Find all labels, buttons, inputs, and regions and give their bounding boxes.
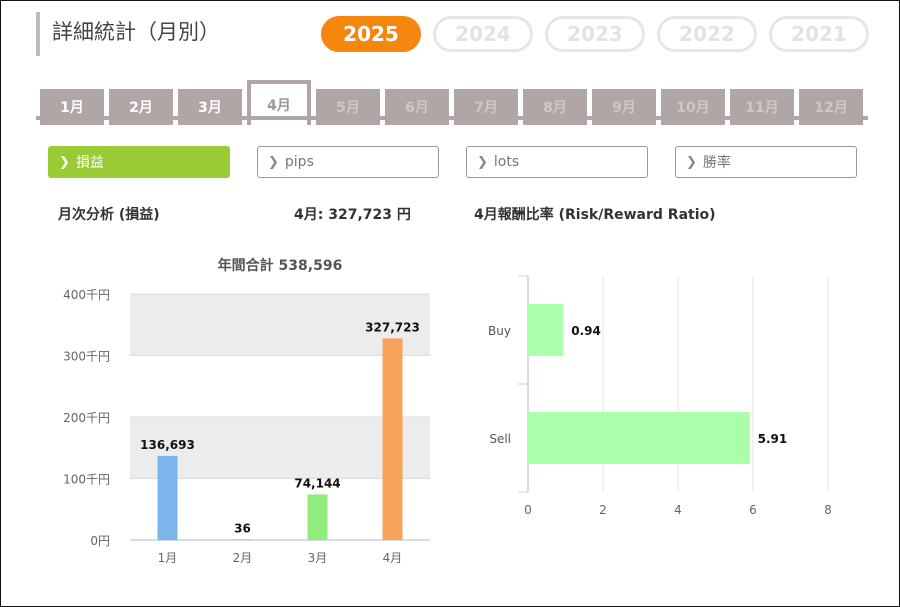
- grid-band: [130, 294, 430, 356]
- year-button-2024[interactable]: 2024: [433, 16, 533, 52]
- bar-value-label: 0.94: [571, 324, 601, 338]
- year-selector: 2025 2024 2023 2022 2021: [321, 16, 869, 52]
- monthly-pnl-chart: 年間合計 538,596 0円 100千円 200千円 300千円 400千円 136,69…: [63, 257, 430, 565]
- chevron-right-icon: ❯: [59, 154, 70, 170]
- bar-value-label: 327,723: [365, 320, 420, 334]
- grid-band: [130, 417, 430, 479]
- page-title: 詳細統計（月別）: [36, 12, 220, 56]
- bar-sell: [528, 412, 750, 464]
- y-tick-label: 400千円: [63, 288, 110, 302]
- month-tabs-divider: [36, 116, 868, 120]
- chevron-right-icon: ❯: [477, 154, 488, 170]
- x-tick-label: 4: [674, 503, 682, 517]
- metric-tab-pips[interactable]: ❯ pips: [257, 146, 439, 178]
- year-button-2021[interactable]: 2021: [769, 16, 869, 52]
- x-tick-label: 0: [524, 503, 532, 517]
- y-tick-label: Buy: [488, 324, 511, 338]
- bar-value-label: 36: [234, 522, 251, 536]
- bar-4: [382, 338, 403, 540]
- bar-value-label: 136,693: [140, 438, 195, 452]
- x-tick-label: 2月: [233, 551, 253, 565]
- bar-2: [232, 539, 253, 540]
- metric-tab-lots[interactable]: ❯ lots: [466, 146, 648, 178]
- month-summary-value: 327,723 円: [328, 207, 411, 223]
- year-button-2023[interactable]: 2023: [545, 16, 645, 52]
- risk-reward-chart: 0 2 4 6 8 0.94 Buy 5.91 Sell: [488, 275, 832, 517]
- bar-value-label: 74,144: [294, 476, 340, 490]
- year-button-2025[interactable]: 2025: [321, 16, 421, 52]
- chevron-right-icon: ❯: [268, 154, 279, 170]
- metric-tab-label: 損益: [75, 155, 104, 171]
- metric-tab-pnl[interactable]: ❯ 損益: [48, 146, 230, 178]
- metric-tab-label: pips: [284, 154, 314, 170]
- metric-tab-label: lots: [493, 154, 520, 170]
- y-tick-label: 100千円: [63, 473, 110, 487]
- chevron-right-icon: ❯: [686, 154, 697, 170]
- bar-1: [157, 455, 178, 540]
- y-tick-label: Sell: [489, 432, 511, 446]
- bar-buy: [528, 304, 564, 356]
- x-tick-label: 3月: [308, 551, 328, 565]
- x-tick-label: 4月: [383, 551, 403, 565]
- chart-title: 年間合計 538,596: [218, 257, 343, 274]
- bar-value-label: 5.91: [758, 432, 788, 446]
- metric-tab-winrate[interactable]: ❯ 勝率: [675, 146, 857, 178]
- y-tick-label: 300千円: [63, 350, 110, 364]
- x-tick-label: 6: [749, 503, 757, 517]
- monthly-analysis-title: 月次分析 (損益): [58, 207, 160, 223]
- bar-3: [307, 494, 328, 540]
- metric-tabs: ❯ 損益 ❯ pips ❯ lots ❯ 勝率: [48, 146, 857, 178]
- x-tick-label: 1月: [158, 551, 178, 565]
- risk-reward-title: 4月報酬比率 (Risk/Reward Ratio): [474, 207, 716, 223]
- month-summary-label: 4月:: [294, 207, 324, 223]
- x-tick-label: 2: [599, 503, 607, 517]
- y-tick-label: 0円: [90, 534, 110, 548]
- y-tick-label: 200千円: [63, 411, 110, 425]
- year-button-2022[interactable]: 2022: [657, 16, 757, 52]
- x-tick-label: 8: [824, 503, 832, 517]
- month-summary: 4月: 327,723 円: [294, 204, 411, 224]
- metric-tab-label: 勝率: [702, 155, 731, 171]
